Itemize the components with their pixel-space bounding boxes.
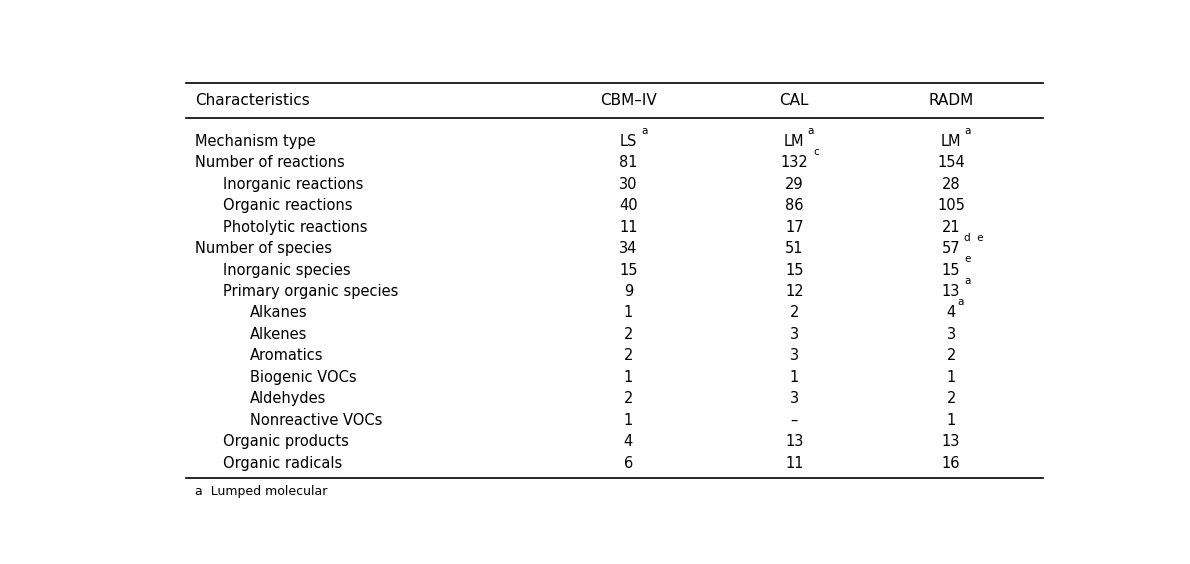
Text: 15: 15 <box>941 262 960 277</box>
Text: 51: 51 <box>785 241 803 256</box>
Text: 2: 2 <box>790 306 798 320</box>
Text: Biogenic VOCs: Biogenic VOCs <box>250 370 357 385</box>
Text: d  e: d e <box>964 233 983 243</box>
Text: 1: 1 <box>790 370 798 385</box>
Text: Aldehydes: Aldehydes <box>250 391 326 406</box>
Text: 3: 3 <box>790 327 798 342</box>
Text: 13: 13 <box>942 434 960 449</box>
Text: LM: LM <box>784 134 804 149</box>
Text: Number of reactions: Number of reactions <box>195 155 345 170</box>
Text: Mechanism type: Mechanism type <box>195 134 315 149</box>
Text: 105: 105 <box>938 198 965 213</box>
Text: a: a <box>964 126 970 136</box>
Text: Aromatics: Aromatics <box>250 349 324 363</box>
Text: LM: LM <box>941 134 962 149</box>
Text: CAL: CAL <box>779 92 809 108</box>
Text: 2: 2 <box>624 327 633 342</box>
Text: 13: 13 <box>942 284 960 299</box>
Text: CBM–IV: CBM–IV <box>600 92 657 108</box>
Text: 1: 1 <box>946 413 956 428</box>
Text: Alkenes: Alkenes <box>250 327 307 342</box>
Text: 40: 40 <box>619 198 638 213</box>
Text: 4: 4 <box>624 434 633 449</box>
Text: Organic products: Organic products <box>223 434 349 449</box>
Text: e: e <box>964 254 970 265</box>
Text: 2: 2 <box>624 391 633 406</box>
Text: 16: 16 <box>941 456 960 470</box>
Text: a: a <box>807 126 814 136</box>
Text: 34: 34 <box>619 241 638 256</box>
Text: 3: 3 <box>946 327 956 342</box>
Text: 6: 6 <box>624 456 633 470</box>
Text: 3: 3 <box>790 349 798 363</box>
Text: 12: 12 <box>785 284 803 299</box>
Text: 81: 81 <box>619 155 638 170</box>
Text: Number of species: Number of species <box>195 241 332 256</box>
Text: Organic radicals: Organic radicals <box>223 456 342 470</box>
Text: 29: 29 <box>785 177 803 192</box>
Text: Characteristics: Characteristics <box>195 92 309 108</box>
Text: 13: 13 <box>785 434 803 449</box>
Text: Photolytic reactions: Photolytic reactions <box>223 219 367 235</box>
Text: RADM: RADM <box>928 92 973 108</box>
Text: 1: 1 <box>624 306 633 320</box>
Text: a: a <box>641 126 647 136</box>
Text: Inorganic species: Inorganic species <box>223 262 350 277</box>
Text: 2: 2 <box>624 349 633 363</box>
Text: 57: 57 <box>941 241 960 256</box>
Text: a: a <box>958 297 964 307</box>
Text: 15: 15 <box>785 262 803 277</box>
Text: Inorganic reactions: Inorganic reactions <box>223 177 363 192</box>
Text: 154: 154 <box>938 155 965 170</box>
Text: a  Lumped molecular: a Lumped molecular <box>195 484 327 497</box>
Text: 21: 21 <box>941 219 960 235</box>
Text: 30: 30 <box>619 177 638 192</box>
Text: Primary organic species: Primary organic species <box>223 284 397 299</box>
Text: 3: 3 <box>790 391 798 406</box>
Text: 1: 1 <box>624 370 633 385</box>
Text: 132: 132 <box>781 155 808 170</box>
Text: 15: 15 <box>619 262 638 277</box>
Text: LS: LS <box>620 134 637 149</box>
Text: 86: 86 <box>785 198 803 213</box>
Text: 9: 9 <box>624 284 633 299</box>
Text: 11: 11 <box>619 219 638 235</box>
Text: 1: 1 <box>624 413 633 428</box>
Text: Organic reactions: Organic reactions <box>223 198 352 213</box>
Text: Nonreactive VOCs: Nonreactive VOCs <box>250 413 382 428</box>
Text: 4: 4 <box>946 306 956 320</box>
Text: –: – <box>790 413 798 428</box>
Text: 1: 1 <box>946 370 956 385</box>
Text: a: a <box>964 276 970 286</box>
Text: 2: 2 <box>946 391 956 406</box>
Text: 28: 28 <box>941 177 960 192</box>
Text: 11: 11 <box>785 456 803 470</box>
Text: 2: 2 <box>946 349 956 363</box>
Text: Alkanes: Alkanes <box>250 306 308 320</box>
Text: 17: 17 <box>785 219 803 235</box>
Text: c: c <box>814 147 820 157</box>
